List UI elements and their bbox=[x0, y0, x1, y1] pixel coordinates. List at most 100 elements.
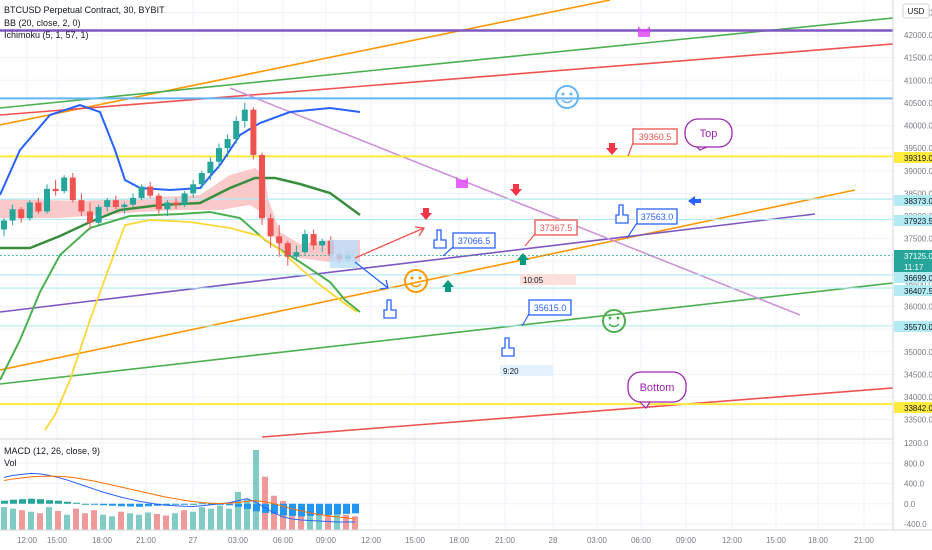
macd-histogram-bar bbox=[181, 503, 188, 505]
currency-box bbox=[902, 3, 930, 19]
price-axis-label-text: 11:17 bbox=[904, 263, 924, 272]
volume-bar bbox=[298, 507, 304, 530]
macd-axis-tick: 1200.0 bbox=[904, 439, 929, 448]
candle-body bbox=[44, 188, 50, 212]
time-axis-tick: 28 bbox=[549, 536, 558, 545]
time-axis-tick: 18:00 bbox=[449, 536, 470, 545]
speech-bubble-label: Bottom bbox=[640, 382, 675, 394]
candle-body bbox=[181, 193, 188, 205]
macd-histogram-bar bbox=[73, 502, 80, 504]
candle-body bbox=[173, 202, 179, 205]
macd-histogram-bar bbox=[208, 503, 215, 505]
smiley-orange-icon-eye bbox=[418, 276, 422, 280]
speech-bubble bbox=[684, 118, 733, 148]
price-callout-label: 37563.0 bbox=[641, 212, 674, 222]
macd-histogram-bar bbox=[271, 503, 278, 514]
volume-bar bbox=[217, 505, 223, 530]
candle-body bbox=[319, 240, 326, 246]
price-axis-tick: 42000.0 bbox=[904, 31, 932, 40]
candle-body bbox=[190, 184, 197, 194]
candle-body bbox=[95, 206, 102, 223]
buy-arrow-icon bbox=[442, 280, 454, 292]
sell-arrow-icon bbox=[606, 143, 618, 155]
price-axis-label bbox=[894, 285, 932, 296]
candle-body bbox=[26, 202, 33, 219]
volume-bar bbox=[73, 508, 79, 530]
candle-body bbox=[87, 211, 93, 223]
price-axis-tick: 41000.0 bbox=[904, 76, 932, 85]
macd-histogram-bar bbox=[280, 503, 287, 516]
volume-bar bbox=[199, 507, 205, 530]
time-axis-tick: 06:00 bbox=[631, 536, 652, 545]
volume-bar bbox=[37, 513, 43, 530]
macd-histogram-bar bbox=[145, 503, 152, 507]
macd-histogram-bar bbox=[244, 503, 251, 509]
macd-histogram-bar bbox=[235, 503, 242, 507]
volume-bar bbox=[127, 513, 133, 530]
callout-pointer bbox=[442, 246, 454, 257]
price-axis-tick: 39500.0 bbox=[904, 144, 932, 153]
legend-bb: BB (20, close, 2, 0) bbox=[4, 18, 81, 28]
macd-histogram-bar bbox=[46, 500, 53, 504]
speech-bubble bbox=[627, 371, 687, 403]
sell-arrow-icon bbox=[420, 208, 432, 220]
price-axis-tick: 39000.0 bbox=[904, 167, 932, 176]
macd-axis-tick: -400.0 bbox=[904, 520, 927, 529]
price-axis-tick: 36500.0 bbox=[904, 280, 932, 289]
legend-symbol: BTCUSD Perpetual Contract, 30, BYBIT bbox=[4, 5, 165, 15]
volume-bar bbox=[172, 513, 178, 530]
bollinger-upper bbox=[0, 103, 361, 196]
macd-histogram-bar bbox=[100, 503, 107, 506]
volume-bar bbox=[262, 476, 268, 530]
macd-histogram-bar bbox=[127, 503, 134, 507]
price-axis-tick: 33500.0 bbox=[904, 416, 932, 425]
currency-label: USD bbox=[908, 7, 925, 16]
green-trendline-lower bbox=[0, 282, 894, 385]
macd-histogram-bar bbox=[190, 503, 197, 505]
candle-body bbox=[78, 200, 85, 212]
price-axis-label bbox=[894, 250, 932, 261]
hand-pointer-icon bbox=[383, 299, 397, 319]
volume-bar bbox=[352, 516, 358, 530]
candle-body bbox=[121, 204, 128, 207]
price-axis-tick: 38500.0 bbox=[904, 189, 932, 198]
time-axis-tick: 12:00 bbox=[361, 536, 382, 545]
candle-body bbox=[250, 109, 257, 155]
time-axis-tick: 15:00 bbox=[766, 536, 787, 545]
macd-histogram-bar bbox=[172, 503, 179, 505]
time-axis-tick: 27 bbox=[189, 536, 198, 545]
time-tag-label: 10:05 bbox=[523, 276, 544, 285]
time-axis-tick: 03:00 bbox=[587, 536, 608, 545]
time-tag-label: 9:20 bbox=[503, 367, 519, 376]
legend-vol: Vol bbox=[4, 458, 17, 468]
price-callout bbox=[534, 219, 578, 236]
macd-axis-tick: 800.0 bbox=[904, 459, 925, 468]
price-callout bbox=[528, 299, 572, 316]
price-axis-tick: 34500.0 bbox=[904, 370, 932, 379]
time-axis-tick: 03:00 bbox=[228, 536, 249, 545]
macd-histogram-bar bbox=[136, 503, 143, 507]
smiley-green-icon-eye bbox=[608, 316, 612, 320]
macd-histogram-bar bbox=[19, 499, 26, 504]
callout-pointer bbox=[521, 313, 530, 327]
volume-bar bbox=[136, 514, 142, 530]
volume-bar bbox=[82, 513, 88, 530]
price-callout bbox=[632, 128, 678, 145]
candle-body bbox=[284, 243, 291, 257]
time-axis-tick: 15:00 bbox=[405, 536, 426, 545]
price-axis-label-text: 35570.0 bbox=[904, 323, 932, 332]
macd-histogram-bar bbox=[10, 499, 17, 504]
volume-bar bbox=[235, 491, 241, 530]
volume-bar bbox=[91, 510, 97, 530]
macd-histogram-bar bbox=[226, 503, 233, 506]
sell-arrow-icon bbox=[510, 184, 522, 196]
volume-bar bbox=[1, 507, 7, 530]
volume-bar bbox=[181, 510, 187, 530]
macd-histogram-bar bbox=[37, 499, 44, 504]
macd-histogram-bar bbox=[28, 498, 35, 504]
macd-histogram-bar bbox=[1, 500, 8, 504]
cat-icon bbox=[638, 26, 650, 37]
candle-body bbox=[224, 139, 231, 149]
price-axis-label bbox=[894, 261, 932, 272]
